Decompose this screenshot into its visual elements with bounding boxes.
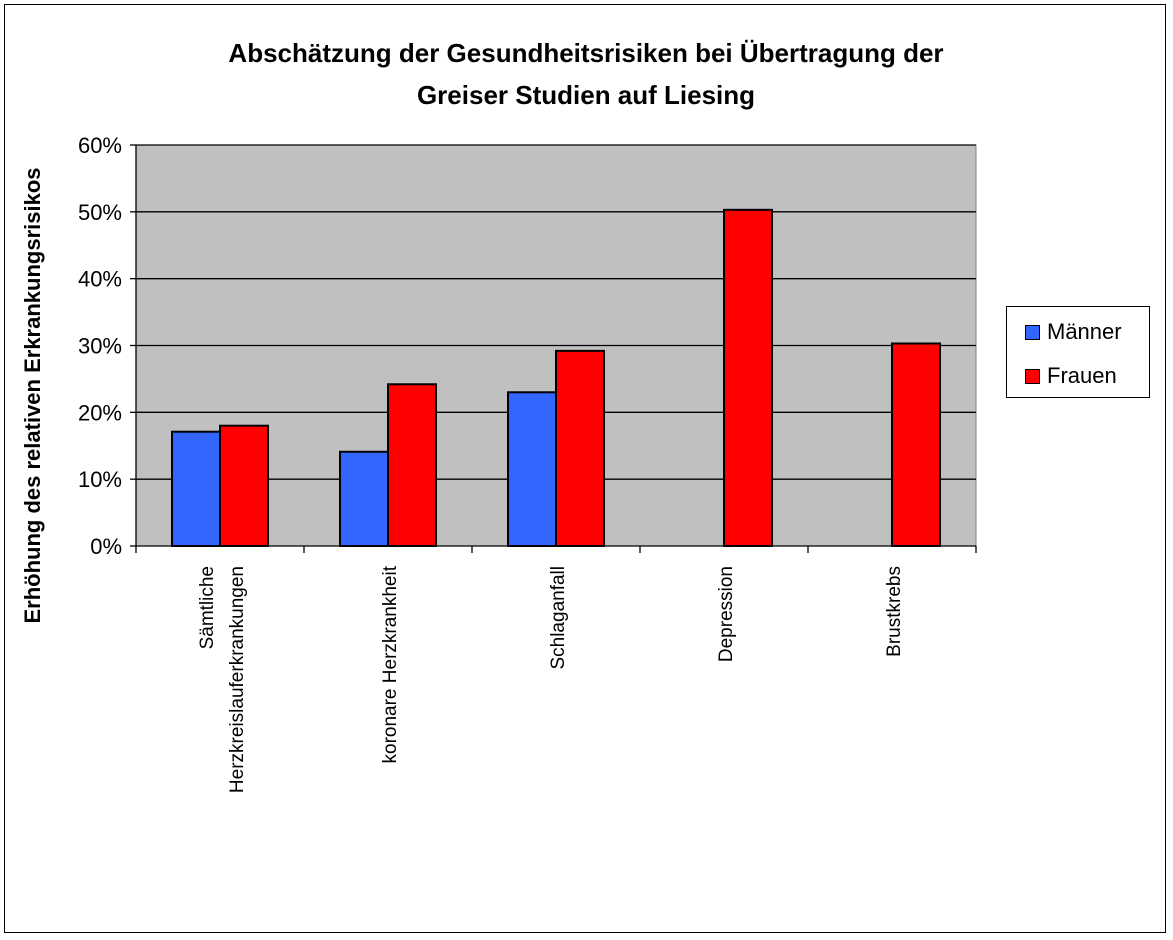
y-tick-label: 40% xyxy=(78,267,122,292)
bar-männer xyxy=(507,391,557,547)
legend-item-maenner: Männer xyxy=(1025,319,1122,345)
legend-swatch xyxy=(1025,368,1040,384)
y-axis-label: Erhöhung des relativen Erkrankungsrisiko… xyxy=(20,167,45,623)
chart-title: Abschätzung der Gesundheitsrisiken bei Ü… xyxy=(136,32,1036,116)
x-tick-label: Schlaganfall xyxy=(548,566,569,670)
legend-swatch xyxy=(1025,324,1040,340)
x-tick-label: Sämtliche xyxy=(197,566,218,649)
chart-frame xyxy=(4,4,1166,933)
x-tick-label: Depression xyxy=(716,566,737,662)
legend-item-frauen: Frauen xyxy=(1025,363,1117,389)
x-tick-label: Brustkrebs xyxy=(884,566,905,657)
legend-label: Männer xyxy=(1047,319,1122,344)
y-tick-label: 30% xyxy=(78,334,122,359)
bar-frauen xyxy=(723,208,773,547)
y-tick-label: 0% xyxy=(90,534,122,559)
bar-frauen xyxy=(387,383,437,547)
bar-frauen xyxy=(555,349,605,548)
y-tick-label: 20% xyxy=(78,400,122,425)
bar-frauen xyxy=(219,424,269,548)
y-tick-label: 60% xyxy=(78,133,122,158)
legend: Männer Frauen xyxy=(1006,306,1150,398)
bar-frauen xyxy=(891,342,941,547)
chart-title-line: Abschätzung der Gesundheitsrisiken bei Ü… xyxy=(228,38,944,68)
x-tick-label: Herzkreislauferkrankungen xyxy=(227,566,248,793)
y-tick-label: 10% xyxy=(78,467,122,492)
bar-männer xyxy=(171,430,221,547)
y-tick-label: 50% xyxy=(78,200,122,225)
x-tick-label: koronare Herzkrankheit xyxy=(380,565,401,763)
bar-männer xyxy=(339,450,389,548)
legend-label: Frauen xyxy=(1047,363,1117,388)
chart-title-line: Greiser Studien auf Liesing xyxy=(416,80,756,110)
